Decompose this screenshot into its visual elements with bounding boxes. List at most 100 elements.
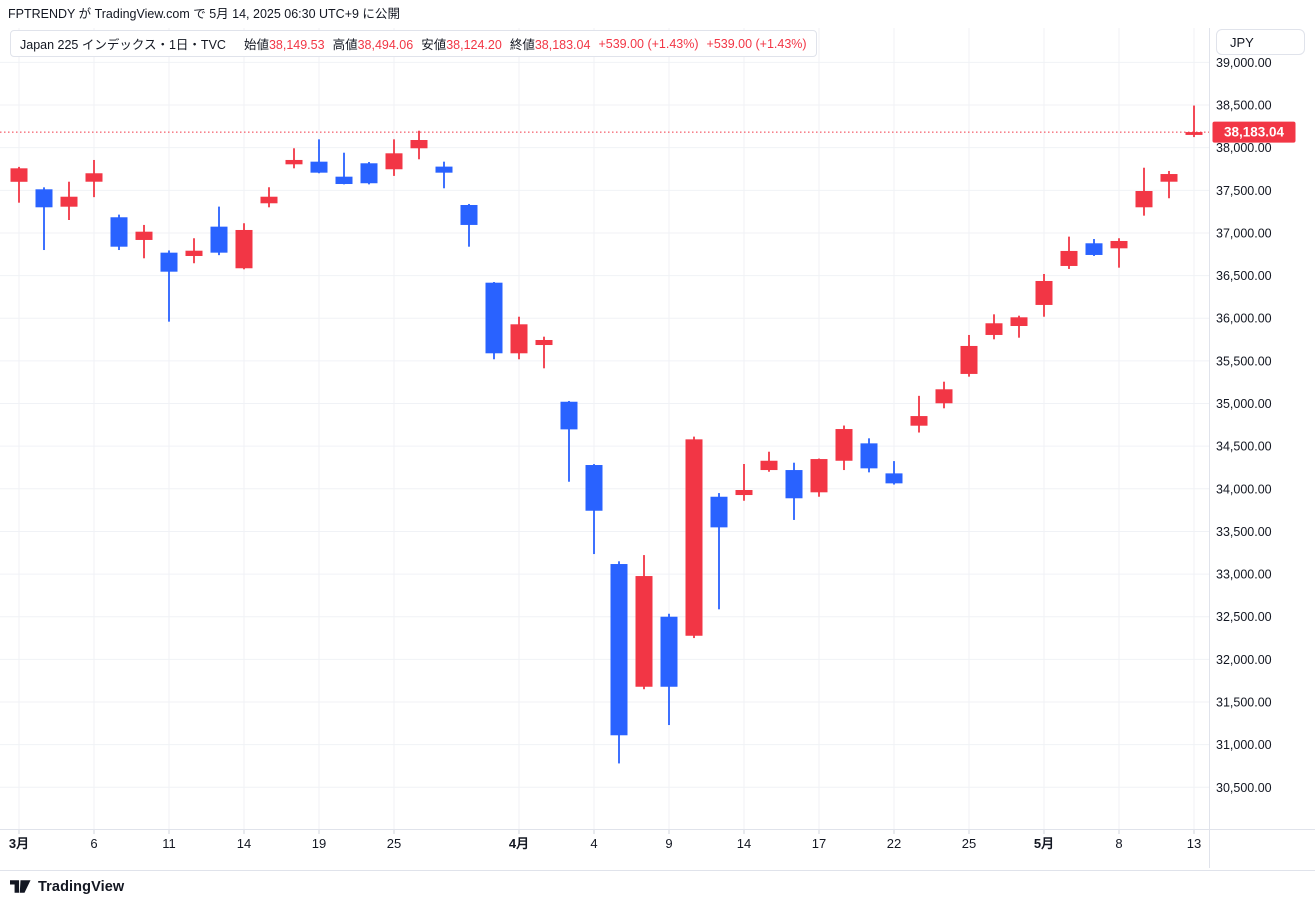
candle-body <box>810 459 828 493</box>
candle <box>185 238 203 264</box>
change-percent: +539.00 (+1.43%) <box>706 36 807 51</box>
symbol-title[interactable]: Japan 225 インデックス・1日・TVC <box>20 38 226 52</box>
candle-body <box>1110 240 1128 249</box>
candle-wick <box>43 187 45 251</box>
candle <box>210 206 228 256</box>
candle-body <box>535 339 553 346</box>
time-axis-label: 25 <box>387 836 401 851</box>
candle-body <box>885 473 903 484</box>
candle <box>985 314 1003 340</box>
price-axis-label: 30,500.00 <box>1216 781 1272 795</box>
candle-body <box>660 616 678 687</box>
candle-body <box>1060 250 1078 266</box>
candle <box>435 161 453 189</box>
low-label: 安値 <box>421 38 447 52</box>
price-axis[interactable]: 39,000.00 38,500.00 38,000.00 37,500.00 37,0… <box>1216 56 1272 795</box>
candle-body <box>110 217 128 247</box>
candle-wick <box>1193 105 1195 138</box>
candle-wick <box>293 148 295 169</box>
open-value: 38,149.53 <box>268 38 325 52</box>
candle-body <box>385 153 403 170</box>
publish-text: FPTRENDY が TradingView.com で 5月 14, 2025… <box>8 7 400 21</box>
high-value: 38,494.06 <box>357 38 414 52</box>
close-pair: 終値38,183.04 <box>510 34 591 53</box>
candle <box>510 316 528 360</box>
currency-unit-label: JPY <box>1230 34 1254 50</box>
grid-layer <box>0 28 1209 829</box>
change-absolute: +539.00 (+1.43%) <box>598 36 699 51</box>
currency-unit-button[interactable]: JPY <box>1216 29 1305 55</box>
candle <box>335 152 353 185</box>
price-axis-label: 32,000.00 <box>1216 653 1272 667</box>
low-value: 38,124.20 <box>446 38 502 52</box>
price-axis-label: 32,500.00 <box>1216 610 1272 624</box>
candle-wick <box>918 395 920 433</box>
time-axis-label: 3月 <box>9 836 29 851</box>
candle-body <box>310 161 328 173</box>
candle-body <box>835 429 853 461</box>
candle-wick <box>18 166 20 203</box>
time-axis-label: 9 <box>665 836 672 851</box>
tradingview-logo-icon[interactable] <box>10 880 31 893</box>
candle-body <box>860 443 878 469</box>
price-axis-label: 31,500.00 <box>1216 696 1272 710</box>
candle <box>1085 239 1103 256</box>
price-chart[interactable]: 38,183.04 39,000.00 38,500.00 38,000.00 37,5… <box>0 28 1315 870</box>
candle-wick <box>168 250 170 322</box>
candle-body <box>760 460 778 471</box>
candle <box>235 223 253 270</box>
candle-body <box>1160 174 1178 182</box>
candle-wick <box>1118 238 1120 268</box>
symbol-legend[interactable]: Japan 225 インデックス・1日・TVC 始値38,149.53 高値38… <box>10 30 817 57</box>
time-axis[interactable]: 3月 6 11 14 19 25 4月 4 9 14 17 22 25 5月 8 13 <box>9 836 1201 851</box>
candle-wick <box>143 224 145 259</box>
candle-body <box>260 196 278 204</box>
price-axis-label: 39,000.00 <box>1216 56 1272 70</box>
candle-body <box>460 204 478 225</box>
candle-body <box>10 168 28 182</box>
axes-layer <box>0 28 1315 868</box>
price-axis-label: 33,000.00 <box>1216 568 1272 582</box>
candle <box>735 463 753 501</box>
candle-wick <box>468 203 470 247</box>
candle-body <box>910 416 928 426</box>
candles-layer[interactable] <box>10 105 1203 764</box>
brand-name[interactable]: TradingView <box>38 878 125 895</box>
price-axis-label: 35,000.00 <box>1216 397 1272 411</box>
candle-body <box>635 576 653 687</box>
candle <box>660 613 678 726</box>
candle <box>935 381 953 409</box>
candle-body <box>285 159 303 165</box>
candle <box>1010 315 1028 338</box>
last-price-badge-text: 38,183.04 <box>1224 125 1285 140</box>
time-axis-label: 22 <box>887 836 901 851</box>
time-axis-label: 4 <box>590 836 597 851</box>
price-axis-label: 34,500.00 <box>1216 440 1272 454</box>
candle-body <box>1185 132 1203 135</box>
time-axis-label: 13 <box>1187 836 1201 851</box>
candle <box>760 451 778 472</box>
candle-body <box>210 226 228 253</box>
candle-body <box>610 564 628 736</box>
candle <box>160 250 178 322</box>
time-axis-label: 11 <box>162 836 176 851</box>
candle-body <box>135 231 153 240</box>
close-value: 38,183.04 <box>534 38 591 52</box>
candle-body <box>785 470 803 499</box>
candle-wick <box>318 139 320 174</box>
candle <box>635 555 653 690</box>
candle-wick <box>568 400 570 482</box>
candle-body <box>485 282 503 354</box>
candle-body <box>60 196 78 207</box>
open-pair: 始値38,149.53 <box>244 34 325 53</box>
candle <box>1060 236 1078 269</box>
price-axis-label: 38,500.00 <box>1216 99 1272 113</box>
candle-body <box>935 389 953 404</box>
time-axis-label: 17 <box>812 836 826 851</box>
candle-wick <box>443 161 445 189</box>
candle <box>310 139 328 174</box>
candle-body <box>160 252 178 272</box>
candle-body <box>85 173 103 182</box>
candle-wick <box>743 463 745 501</box>
candle-body <box>560 401 578 430</box>
